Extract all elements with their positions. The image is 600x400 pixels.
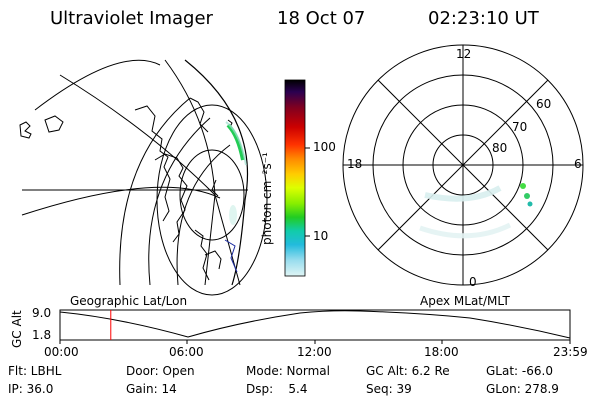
aurora-oval-faint (419, 222, 512, 239)
altitude-x-tick-label: 18:00 (424, 345, 459, 359)
altitude-axis-label: GC Alt (10, 310, 24, 348)
coastline (194, 229, 210, 281)
time-readout: 02:23:10 UT (428, 8, 539, 29)
gain-readout: Gain: 14 (126, 382, 177, 396)
mlat-label-60: 60 (536, 97, 552, 111)
altitude-trace (59, 310, 571, 339)
altitude-x-tick-label: 12:00 (297, 345, 332, 359)
earth-limb (184, 59, 249, 286)
coastline (19, 121, 32, 139)
coastline (134, 105, 171, 222)
apex-panel-label: Apex MLat/MLT (420, 294, 510, 308)
aurora-emission-map (226, 123, 245, 161)
geographic-panel-label: Geographic Lat/Lon (70, 294, 188, 308)
geographic-map (19, 59, 268, 296)
app-title: Ultraviolet Imager (50, 8, 213, 29)
mlt-label-12: 12 (456, 47, 472, 61)
coastline (154, 153, 188, 243)
altitude-y-tick: 9.0 (32, 306, 52, 320)
coastline (44, 115, 64, 133)
gc-alt-readout: GC Alt: 6.2 Re (366, 364, 450, 378)
map-latitude-circle (156, 104, 268, 296)
coastline (224, 239, 238, 273)
aurora-glow-map (225, 121, 247, 166)
map-grid-line (34, 59, 161, 111)
map-grid-line (119, 97, 191, 286)
aurora-point (527, 201, 533, 207)
ip-readout: IP: 36.0 (8, 382, 54, 396)
altitude-x-ticks (59, 340, 571, 344)
dsp-readout: Dsp: 5.4 (246, 382, 308, 396)
coastline (189, 97, 209, 133)
aurora-point (524, 193, 530, 199)
aurora-faint-patch (229, 205, 237, 225)
colorbar-tick-label: 10 (313, 229, 329, 243)
mlt-label-0: 0 (469, 275, 477, 289)
colorbar (284, 79, 306, 277)
polar-plot (342, 44, 584, 286)
altitude-x-tick-label: 00:00 (44, 345, 79, 359)
coastline (211, 179, 219, 197)
glon-readout: GLon: 278.9 (486, 382, 559, 396)
map-grid-line (59, 74, 216, 196)
mlat-label-80: 80 (492, 141, 508, 155)
altitude-x-tick-label: 06:00 (169, 345, 204, 359)
map-grid-line (148, 117, 211, 286)
map-grid-line (21, 186, 221, 216)
aurora-oval-faint (424, 185, 502, 202)
altitude-y-tick: 1.8 (32, 328, 52, 342)
altitude-plot-frame (59, 309, 571, 341)
colorbar-unit-label: photon cm⁻²s⁻¹ (260, 152, 274, 245)
polar-diagonal (377, 79, 549, 251)
date-readout: 18 Oct 07 (277, 8, 366, 29)
altitude-x-tick-label: 23:59 (553, 345, 588, 359)
mlt-label-18: 18 (347, 157, 363, 171)
door-readout: Door: Open (126, 364, 195, 378)
seq-readout: Seq: 39 (366, 382, 412, 396)
mlt-label-6: 6 (574, 157, 582, 171)
mlat-label-70: 70 (512, 120, 528, 134)
colorbar-tick-label: 100 (313, 140, 336, 154)
glat-readout: GLat: -66.0 (486, 364, 553, 378)
filter-readout: Flt: LBHL (8, 364, 62, 378)
aurora-point (520, 183, 526, 189)
map-grid-line (176, 144, 231, 286)
mode-readout: Mode: Normal (246, 364, 330, 378)
map-latitude-circle (179, 149, 245, 241)
coastline (204, 250, 222, 270)
